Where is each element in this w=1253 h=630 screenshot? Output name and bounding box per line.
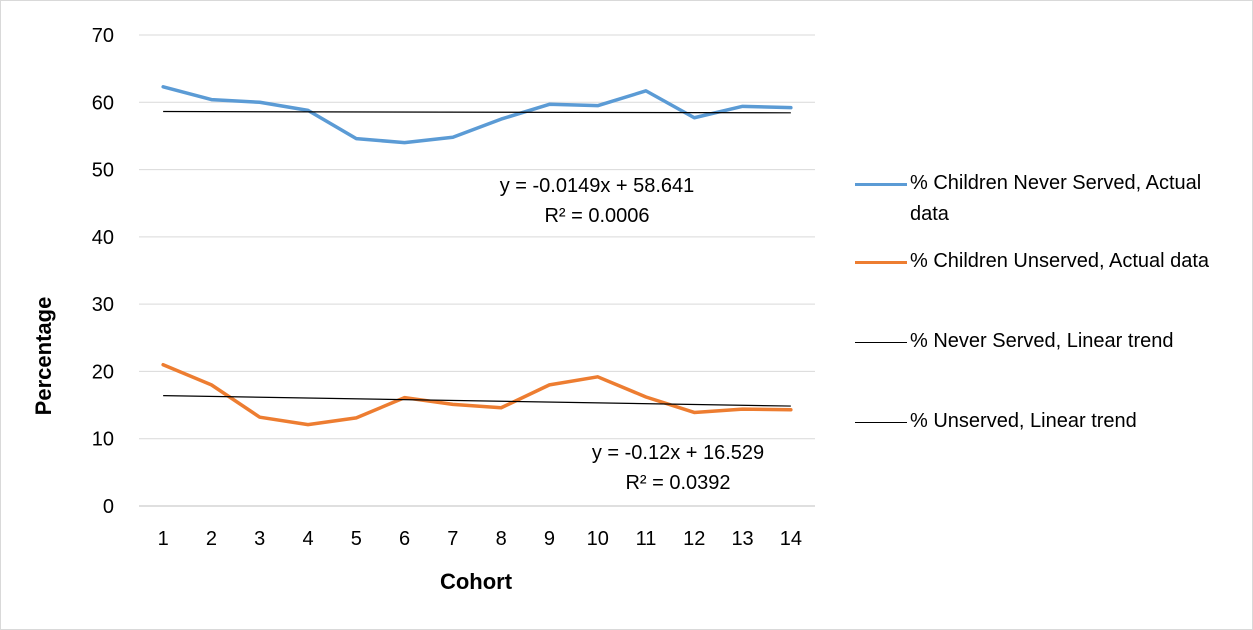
x-tick-label: 13 xyxy=(731,528,753,550)
trend-r2-text: R² = 0.0006 xyxy=(544,205,650,227)
x-tick-label: 9 xyxy=(544,528,555,550)
y-axis-tick-labels: 0 10 20 30 40 50 60 70 xyxy=(92,25,114,518)
y-tick-label: 0 xyxy=(103,496,114,518)
series-line-1 xyxy=(161,362,793,427)
y-tick-label: 40 xyxy=(92,227,114,249)
legend-label: % Children Unserved, Actual data xyxy=(910,250,1210,272)
legend-label: % Unserved, Linear trend xyxy=(910,410,1137,432)
trend-equation-unserved: y = -0.12x + 16.529 R² = 0.0392 xyxy=(592,438,764,498)
x-tick-label: 4 xyxy=(302,528,313,550)
trend-equation-text: y = -0.12x + 16.529 xyxy=(591,442,765,464)
trend-line-2 xyxy=(163,110,791,114)
x-tick-label: 10 xyxy=(587,528,609,550)
series-line-0 xyxy=(161,85,793,145)
x-axis-title: Cohort xyxy=(439,569,513,594)
y-axis-title: Percentage xyxy=(31,296,56,416)
x-tick-label: 3 xyxy=(254,528,265,550)
x-tick-label: 12 xyxy=(683,528,705,550)
y-tick-label: 30 xyxy=(92,294,114,316)
legend-label: % Children Never Served, Actual data xyxy=(910,172,1202,225)
trend-equation-never-served: y = -0.0149x + 58.641 R² = 0.0006 xyxy=(500,171,695,231)
trend-line-3 xyxy=(163,394,791,407)
trend-equation-text: y = -0.0149x + 58.641 xyxy=(499,175,695,197)
x-tick-label: 2 xyxy=(206,528,217,550)
x-tick-label: 5 xyxy=(351,528,362,550)
trend-r2-text: R² = 0.0392 xyxy=(625,472,731,494)
gridlines xyxy=(139,34,815,507)
legend-swatch xyxy=(855,342,907,343)
y-tick-label: 60 xyxy=(92,92,114,114)
x-tick-label: 7 xyxy=(447,528,458,550)
legend-swatch xyxy=(855,422,907,423)
x-tick-label: 8 xyxy=(496,528,507,550)
legend-label: % Never Served, Linear trend xyxy=(910,330,1174,352)
y-tick-label: 20 xyxy=(92,361,114,383)
x-tick-label: 6 xyxy=(399,528,410,550)
x-tick-label: 1 xyxy=(158,528,169,550)
x-tick-label: 11 xyxy=(636,528,657,550)
y-tick-label: 50 xyxy=(92,160,114,182)
x-tick-label: 14 xyxy=(780,528,802,550)
legend-swatch xyxy=(855,183,907,186)
x-axis-tick-labels: 1 2 3 4 5 6 7 8 9 10 11 12 13 14 xyxy=(158,528,802,550)
legend-swatch xyxy=(855,261,907,264)
data-series xyxy=(161,85,793,427)
y-tick-label: 70 xyxy=(92,25,114,47)
y-tick-label: 10 xyxy=(92,429,114,451)
